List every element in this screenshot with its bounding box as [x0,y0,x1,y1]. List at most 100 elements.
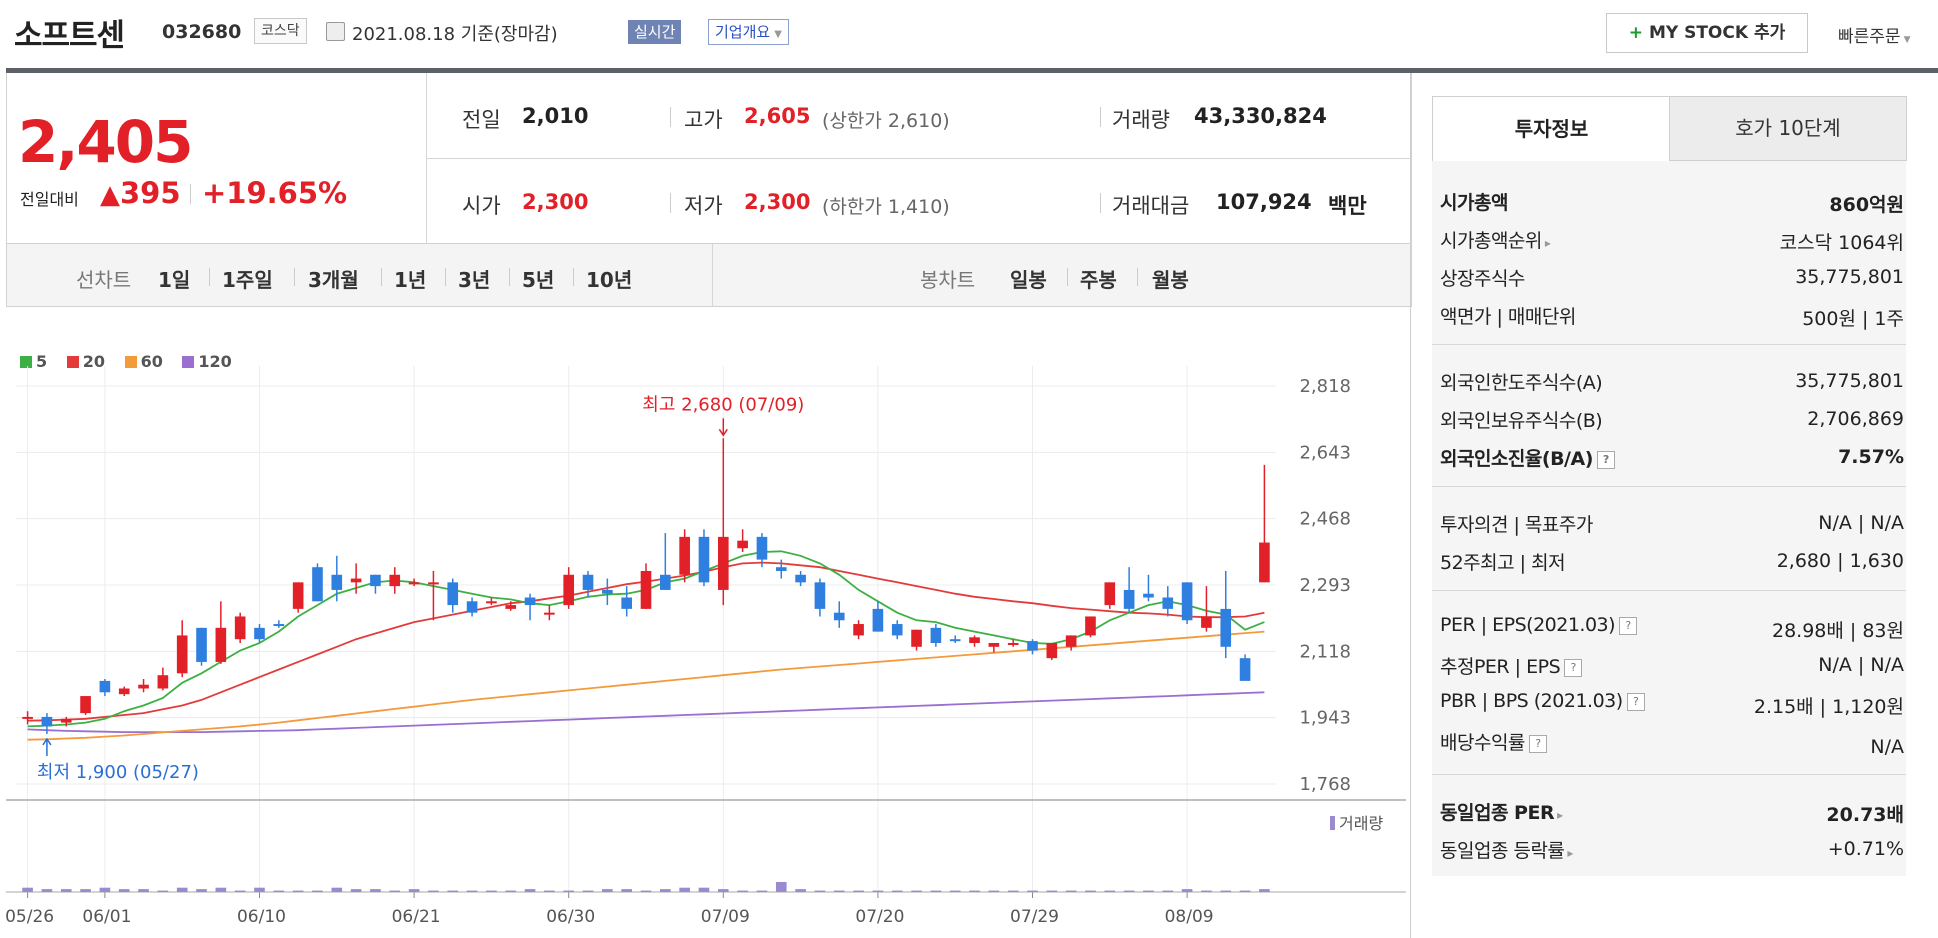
market-cap-label: 시가총액 [1440,192,1508,214]
market-cap-rank-value: 코스닥 1064위 [1779,232,1904,254]
change-amount: 395 [120,176,181,210]
candle-body [582,574,594,590]
arrow-right-icon: ▸ [1544,236,1551,250]
volume-bar [853,890,864,892]
volume-bar [1027,890,1038,892]
pbr-bps-value: 2.15배 | 1,120원 [1753,696,1904,718]
pbr-bps-label: PBR | BPS (2021.03) [1440,690,1623,712]
help-icon[interactable]: ? [1596,450,1615,469]
legend-ma120-label: 120 [198,352,232,371]
volume-bar [370,889,381,892]
period-10y[interactable]: 10년 [586,268,633,292]
candle-body [138,684,149,689]
volume-legend-label: 거래량 [1339,814,1383,833]
industry-per-label: 동일업종 PER [1440,802,1555,824]
candle-body [428,582,439,585]
market-cap-rank-label: 시가총액순위 [1440,230,1542,252]
stock-code: 032680 [162,21,242,43]
foreign-ratio-value: 7.57% [1838,446,1904,468]
candle-body [717,536,729,590]
candle-body [1143,593,1154,598]
x-tick-label: 05/26 [6,907,54,927]
date-text: 2021.08.18 기준(장마감) [352,24,558,45]
period-1w[interactable]: 1주일 [222,268,273,292]
volume-bar [331,887,343,892]
candlestick-chart[interactable]: 2,818 2,643 2,468 2,293 2,118 1,943 1,768 05/26… [6,346,1406,938]
candle-weekly[interactable]: 주봉 [1080,268,1117,292]
y-tick-label: 1,768 [1299,774,1351,795]
x-tick-label: 07/09 [701,907,750,927]
divider [1432,590,1906,591]
candle-body [602,589,613,594]
candle-daily[interactable]: 일봉 [1010,268,1047,292]
candle-body [292,582,304,609]
period-1y[interactable]: 1년 [394,268,427,292]
industry-change-value: +0.71% [1827,838,1904,860]
volume-bar [157,890,169,892]
volume-bar [756,890,768,892]
mystock-label: MY STOCK 추가 [1648,23,1786,43]
industry-per[interactable]: 동일업종 PER ▸ [1440,798,1563,825]
candle-body [737,540,748,549]
help-icon[interactable]: ? [1626,692,1645,711]
market-cap-rank[interactable]: 시가총액순위 ▸ [1440,226,1551,253]
up-triangle-icon: ▲ [100,180,120,210]
divider [1100,193,1101,213]
candle-body [524,597,536,606]
realtime-badge[interactable]: 실시간 [628,20,682,44]
volume-bar [22,887,33,892]
volume-bar [1046,890,1058,892]
period-5y[interactable]: 5년 [522,268,555,292]
quick-order-button[interactable]: 빠른주문 ▼ [1838,22,1910,47]
period-3y[interactable]: 3년 [458,268,491,292]
volume-bar [118,889,130,892]
tab-investment-info[interactable]: 투자정보 [1432,96,1671,161]
industry-change[interactable]: 동일업종 등락률 ▸ [1440,836,1573,863]
dividend: 배당수익률? [1440,728,1547,755]
volume-bar [911,890,922,892]
candle-body [505,605,517,609]
company-overview-dropdown[interactable]: 기업개요 ▼ [708,19,789,45]
candle-body [196,627,207,662]
legend-swatch [182,356,195,368]
tab-order-book[interactable]: 호가 10단계 [1669,96,1907,161]
period-3m[interactable]: 3개월 [308,268,359,292]
mystock-add-button[interactable]: + MY STOCK 추가 [1606,13,1808,53]
opinion-value: N/A | N/A [1818,512,1904,534]
candle-body [157,675,169,689]
upper-limit: (상한가 2,610) [822,110,950,132]
legend-ma5-label: 5 [36,352,48,371]
x-tick-label: 08/09 [1165,907,1214,927]
volume-bar [891,890,903,892]
volume-legend-swatch [1330,816,1335,830]
legend-ma60-label: 60 [140,352,163,371]
arrow-right-icon: ▸ [1557,808,1563,822]
volume-bar [1123,890,1135,892]
help-icon[interactable]: ? [1528,734,1547,753]
divider [294,268,295,286]
foreign-holding-label: 외국인보유주식수(B) [1440,410,1603,432]
candle-body [1259,542,1270,583]
volume-bar [563,890,575,892]
prev-close-value: 2,010 [522,104,589,128]
candle-body [544,612,555,615]
period-1d[interactable]: 1일 [158,268,191,292]
candle-body [949,639,961,642]
legend-ma20: 20 [66,352,105,371]
candle-monthly[interactable]: 월봉 [1152,268,1189,292]
y-tick-label: 2,643 [1299,442,1351,463]
candle-body [273,624,285,627]
y-tick-label: 2,293 [1299,575,1351,596]
candle-body [1162,597,1174,609]
volume-bar [1143,890,1154,892]
high-value: 2,605 [744,104,811,128]
candle-body [563,574,575,606]
candle-body [911,629,922,647]
volume-bar [428,890,439,892]
help-icon[interactable]: ? [1564,658,1583,677]
help-icon[interactable]: ? [1619,616,1638,635]
foreign-ratio-label: 외국인소진율(B/A) [1440,448,1593,470]
candle-body [1104,582,1116,606]
divider [1410,73,1411,938]
par-value-label: 액면가 | 매매단위 [1440,306,1576,328]
